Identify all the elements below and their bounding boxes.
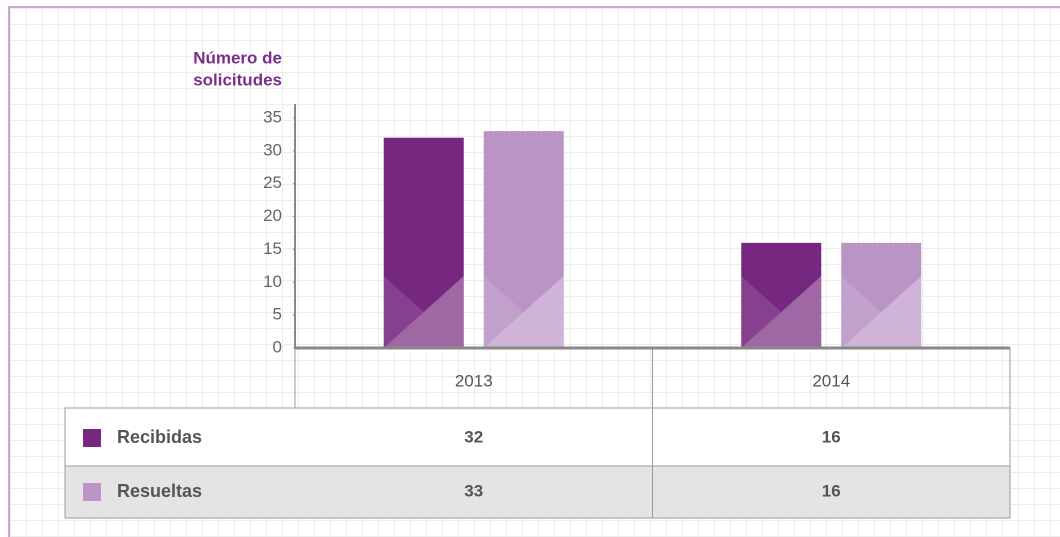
- data-label: 16: [822, 427, 841, 446]
- bar-facet: [483, 276, 564, 348]
- table-row-bg: [64, 465, 1011, 519]
- legend-swatch: [83, 483, 101, 501]
- legend-label: Recibidas: [117, 427, 202, 447]
- y-axis-label: Número de: [193, 48, 282, 67]
- y-tick-label: 15: [263, 239, 282, 258]
- legend-swatch: [83, 429, 101, 447]
- y-tick-label: 25: [263, 173, 282, 192]
- bar-facet: [383, 276, 424, 348]
- y-tick-label: 5: [273, 305, 282, 324]
- bar: [483, 131, 564, 348]
- y-tick-label: 20: [263, 206, 282, 225]
- x-tick-label: 2013: [455, 371, 493, 390]
- data-label: 33: [464, 481, 483, 500]
- data-label: 32: [464, 427, 483, 446]
- y-tick-label: 30: [263, 140, 282, 159]
- bar-facet: [841, 276, 882, 348]
- bar: [841, 242, 922, 348]
- bar-facet: [741, 276, 782, 348]
- bar-facet: [841, 276, 922, 348]
- x-tick-label: 2014: [812, 371, 850, 390]
- bar-facet: [383, 276, 464, 348]
- y-tick-label: 35: [263, 107, 282, 126]
- bar-facet: [483, 276, 524, 348]
- bar: [741, 242, 822, 348]
- y-axis-label: solicitudes: [193, 70, 282, 89]
- legend-label: Resueltas: [117, 481, 202, 501]
- table-row-bg: [64, 407, 1011, 467]
- y-tick-label: 0: [273, 337, 282, 356]
- data-label: 16: [822, 481, 841, 500]
- y-tick-label: 10: [263, 272, 282, 291]
- bar: [383, 137, 464, 348]
- bar-facet: [741, 276, 822, 348]
